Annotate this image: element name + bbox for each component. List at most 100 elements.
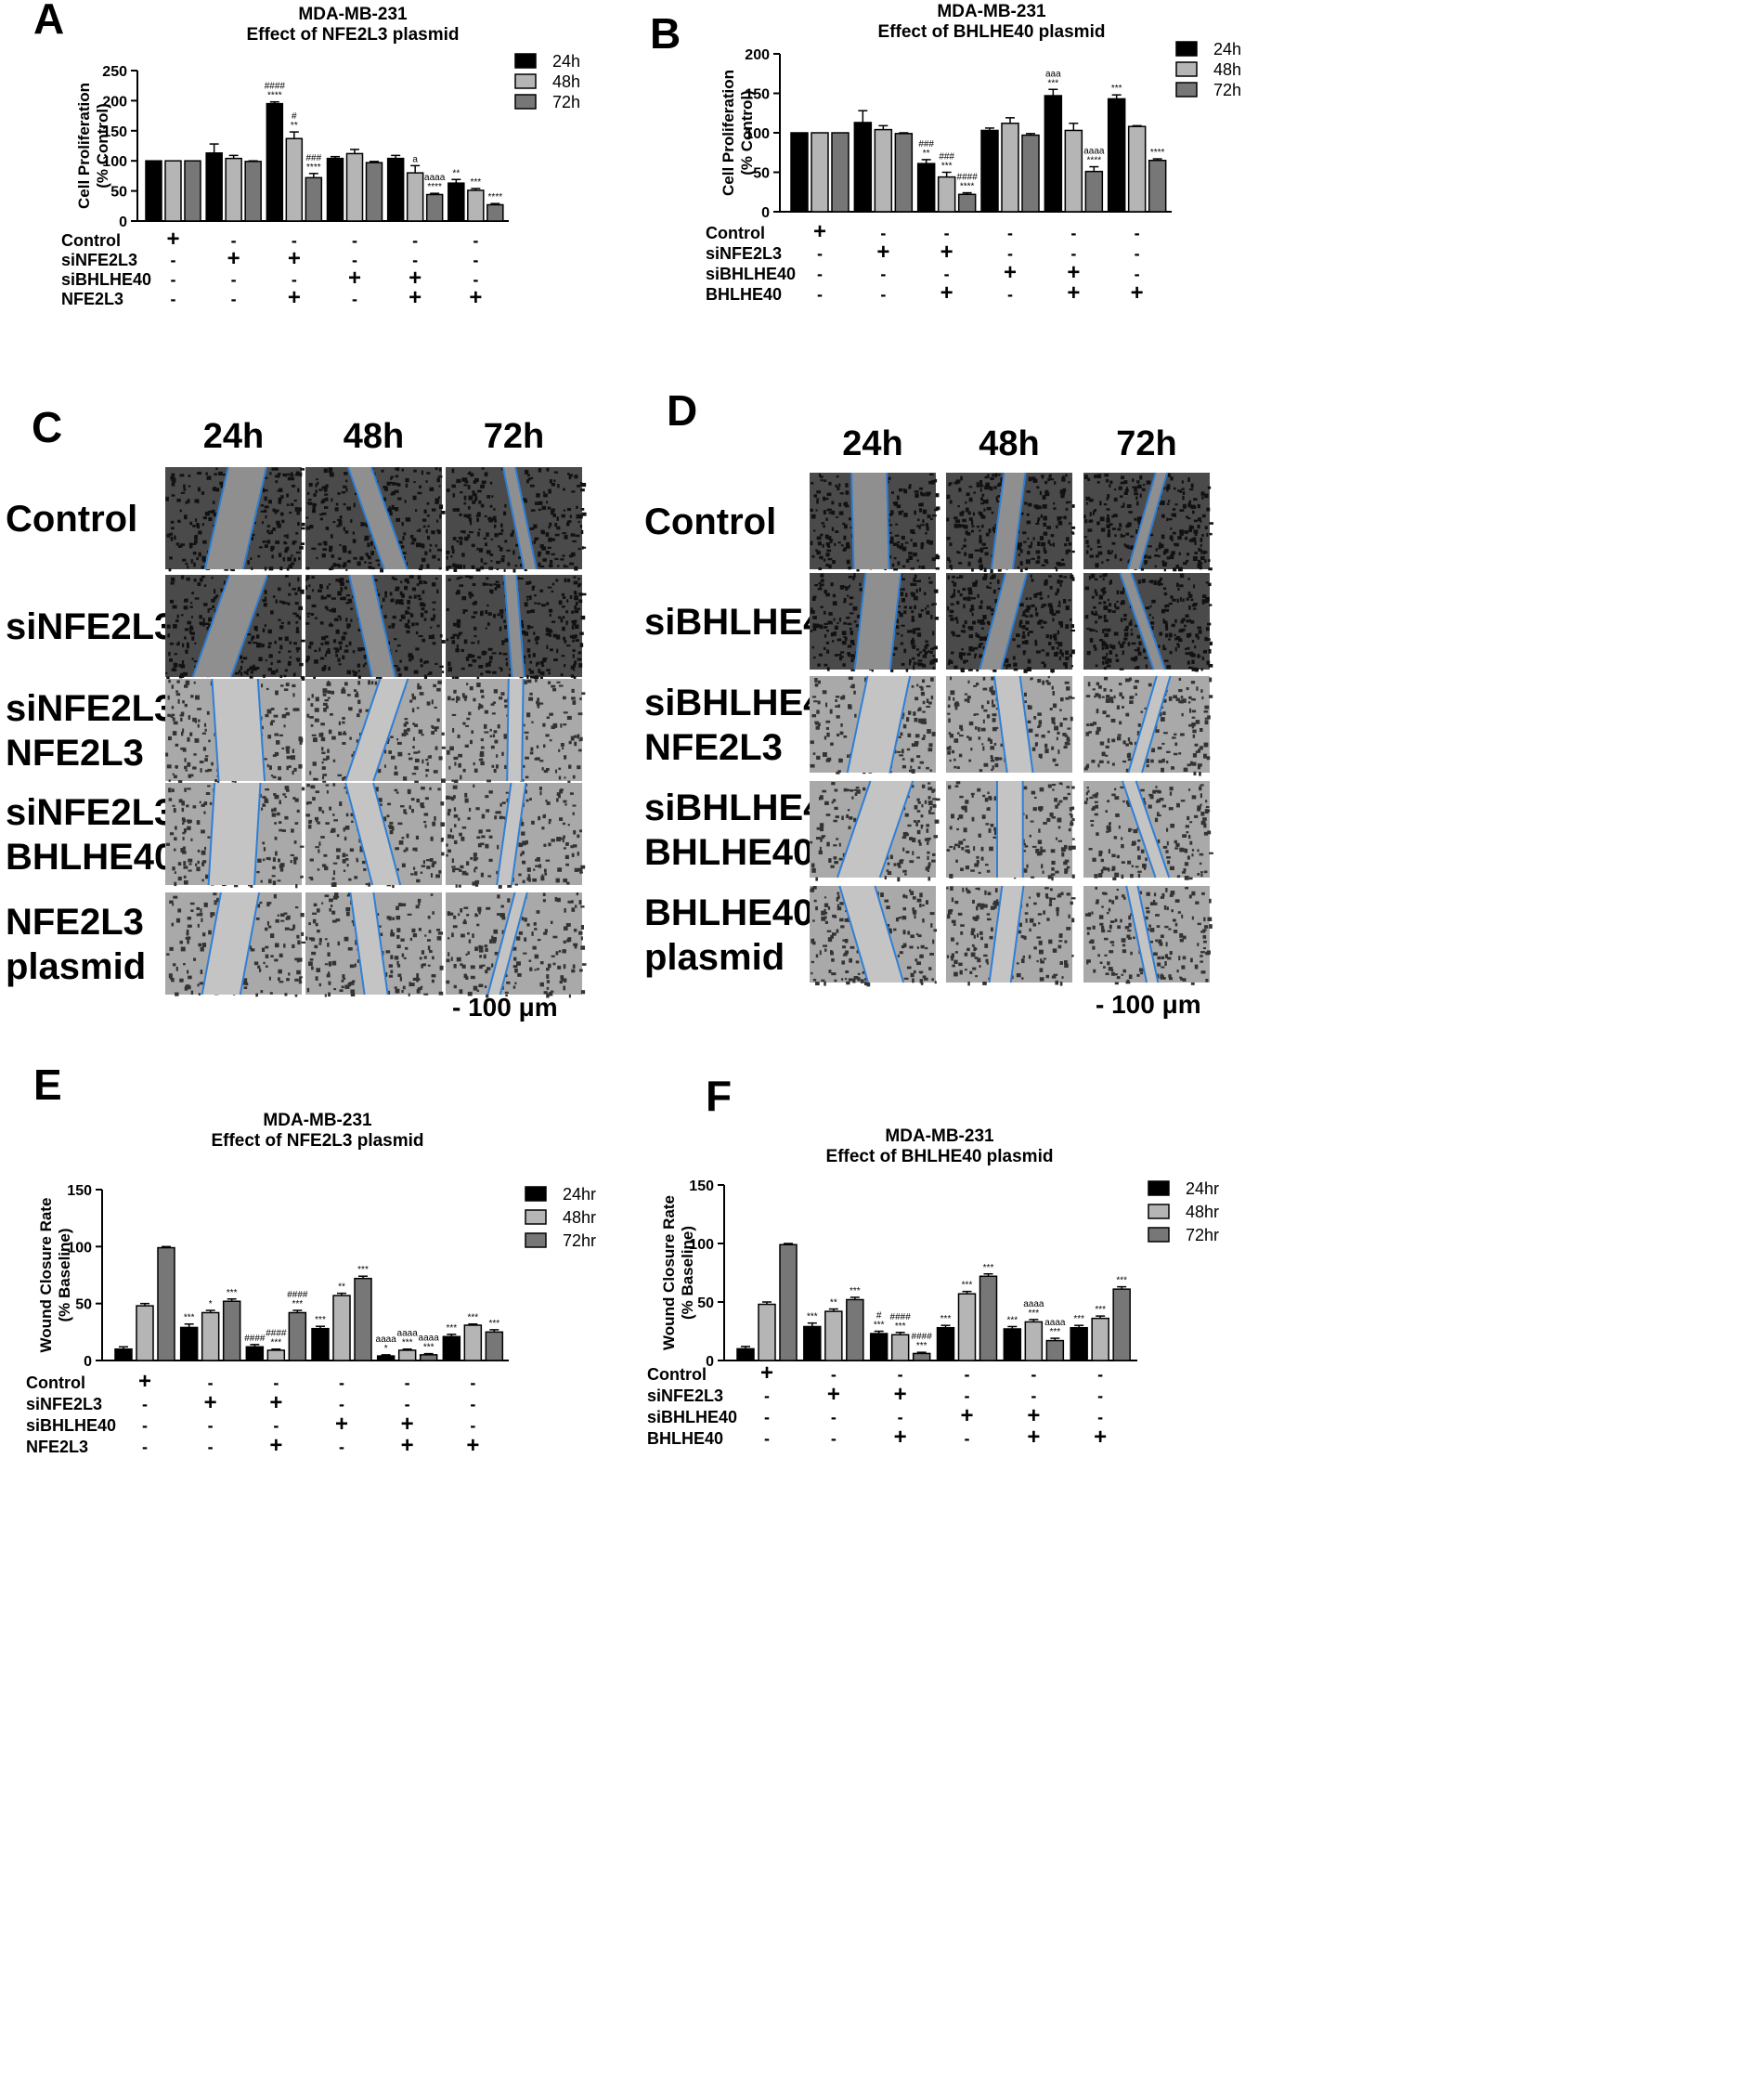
cell-speck-c: [435, 467, 438, 471]
condition-mark-e: -: [470, 1373, 475, 1392]
cell-speck-c: [264, 496, 267, 501]
cell-speck-c: [278, 500, 281, 504]
cell-speck-d: [1166, 489, 1169, 492]
condition-mark-a: -: [352, 251, 357, 269]
cell-speck-d: [859, 588, 863, 592]
cell-speck-d: [896, 618, 899, 624]
cell-speck-d: [847, 644, 852, 648]
cell-speck-c: [336, 563, 340, 567]
cell-speck-c: [426, 514, 430, 517]
cell-speck-c: [368, 562, 372, 565]
cell-speck-c: [446, 550, 450, 554]
cell-speck-d: [836, 515, 838, 519]
cell-speck-c: [183, 605, 188, 610]
cell-speck-c: [353, 670, 358, 674]
cell-speck-c: [364, 561, 367, 564]
cell-speck-d: [1096, 521, 1100, 526]
wound-gap-c: [204, 467, 266, 569]
cell-speck-c: [173, 664, 177, 669]
cell-speck-c: [272, 595, 276, 598]
cell-speck-c: [331, 534, 333, 539]
cell-speck-c: [350, 519, 353, 523]
cell-speck-c: [534, 538, 538, 541]
cell-speck-c: [476, 517, 480, 523]
cell-speck-d: [1187, 477, 1190, 482]
cell-speck-c: [315, 489, 318, 493]
cell-speck-d: [950, 603, 954, 606]
cell-speck-c: [568, 475, 572, 480]
cell-speck-c: [560, 558, 564, 561]
cell-speck-c: [524, 501, 528, 503]
significance-label-f: ***: [1095, 1305, 1106, 1315]
cell-speck-d: [927, 605, 929, 608]
cell-speck-c: [331, 498, 333, 502]
cell-speck-c: [426, 564, 430, 569]
legend-label-f: 48hr: [1186, 1203, 1219, 1221]
cell-speck-c: [243, 670, 248, 674]
cell-speck-d: [965, 530, 968, 535]
cell-speck-d: [1025, 597, 1029, 600]
cell-speck-d: [901, 546, 907, 552]
cell-speck-c: [166, 533, 171, 538]
cell-speck-d: [1193, 537, 1197, 540]
cell-speck-c: [390, 476, 393, 480]
cell-speck-c: [529, 484, 535, 488]
cell-speck-d: [1030, 574, 1032, 579]
cell-speck-d: [927, 577, 931, 579]
cell-speck-d: [848, 544, 850, 549]
cell-speck-d: [931, 646, 935, 649]
cell-speck-c: [266, 525, 271, 527]
cell-speck-c: [202, 516, 207, 520]
cell-speck-d: [897, 540, 901, 544]
cell-speck-d: [828, 612, 833, 616]
cell-speck-d: [903, 610, 907, 615]
cell-speck-d: [951, 651, 954, 655]
cell-speck-c: [504, 503, 507, 508]
cell-speck-d: [847, 652, 851, 656]
cell-speck-c: [422, 518, 427, 522]
cell-speck-c: [176, 498, 181, 502]
cell-speck-d: [953, 589, 956, 594]
cell-speck-d: [831, 510, 836, 515]
cell-speck-c: [319, 513, 324, 516]
cell-speck-c: [514, 565, 518, 567]
cell-speck-d: [1087, 528, 1093, 532]
cell-speck-d: [1132, 486, 1137, 488]
cell-speck-d: [1200, 562, 1203, 566]
cell-speck-d: [1051, 645, 1055, 650]
cell-speck-c: [198, 530, 202, 535]
cell-speck-d: [920, 542, 924, 548]
cell-speck-c: [294, 506, 298, 512]
condition-mark-b: -: [1135, 244, 1140, 263]
cell-speck-d: [1028, 544, 1032, 549]
condition-mark-b: +: [1004, 260, 1017, 285]
wound-image-d: [946, 572, 1076, 673]
cell-speck-d: [811, 607, 813, 612]
cell-speck-c: [365, 553, 369, 556]
cell-speck-c: [328, 583, 331, 586]
cell-speck-d: [956, 550, 959, 553]
cell-speck-d: [935, 566, 940, 570]
cell-speck-c: [251, 537, 254, 540]
cell-speck-c: [267, 668, 272, 671]
cell-speck-c: [188, 475, 191, 477]
cell-speck-c: [286, 534, 289, 539]
cell-speck-d: [931, 514, 937, 517]
cell-speck-c: [267, 500, 272, 504]
cell-speck-d: [1056, 561, 1060, 565]
cell-speck-c: [259, 546, 263, 549]
cell-speck-c: [257, 554, 261, 558]
cell-speck-d: [1128, 511, 1133, 514]
cell-speck-d: [947, 575, 950, 579]
cell-speck-c: [270, 661, 273, 666]
cell-speck-d: [892, 653, 896, 657]
cell-speck-d: [1037, 555, 1041, 560]
wound-gap-c: [192, 575, 268, 677]
cell-speck-c: [249, 675, 253, 679]
wound-image-d: [810, 572, 940, 672]
cell-speck-c: [362, 522, 366, 526]
cell-speck-c: [323, 468, 328, 474]
cell-speck-c: [375, 559, 381, 562]
condition-mark-a: +: [166, 227, 179, 252]
